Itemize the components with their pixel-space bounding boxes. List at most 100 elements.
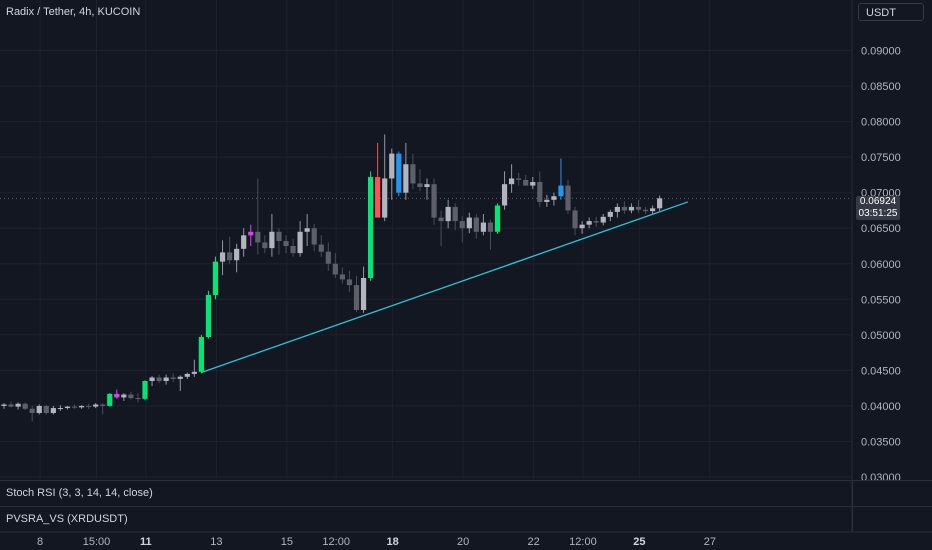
price-tick-label: 0.09000 (861, 46, 901, 58)
candle (459, 216, 465, 243)
candle (600, 214, 606, 226)
candle-body (558, 185, 564, 197)
candle-body (318, 244, 324, 252)
candle-body (149, 377, 155, 382)
candle (29, 405, 35, 422)
candle-body (473, 217, 479, 232)
symbol-title[interactable]: Radix / Tether, 4h, KUCOIN (6, 6, 141, 18)
candle (163, 374, 169, 385)
price-tick-label: 0.03000 (861, 472, 901, 484)
candle-body (163, 377, 169, 382)
candle (128, 391, 134, 400)
candle (480, 214, 486, 236)
price-axis[interactable]: 0.090000.085000.080000.075000.070000.065… (861, 46, 901, 484)
candle (255, 178, 261, 255)
time-tick-label: 13 (210, 536, 222, 548)
candle-body (368, 177, 374, 278)
candle (198, 334, 204, 374)
time-tick-label: 27 (704, 536, 716, 548)
candle (593, 216, 599, 227)
candle (325, 242, 331, 271)
pvsra-label[interactable]: PVSRA_VS (XRDUSDT) (6, 513, 128, 525)
candle-body (184, 373, 190, 377)
candle-body (593, 221, 599, 223)
candle (417, 169, 423, 192)
candle (114, 389, 120, 399)
candle-body (523, 179, 529, 186)
candle-body (396, 153, 402, 193)
candle-body (78, 405, 85, 408)
candle (93, 403, 99, 409)
candle-body (71, 406, 78, 408)
candle-body (128, 394, 134, 399)
candle-body (537, 182, 543, 202)
pvsra-axis (852, 506, 932, 532)
trendline (201, 201, 689, 374)
candle-body (29, 408, 35, 414)
candle-body (628, 206, 635, 211)
pvsra-pane[interactable]: PVSRA_VS (XRDUSDT) (0, 506, 852, 532)
candle (311, 223, 317, 251)
candle (431, 178, 437, 225)
candle (191, 359, 197, 377)
candle (121, 393, 127, 401)
candle (262, 235, 268, 254)
candle-body (234, 248, 240, 261)
stoch-rsi-label[interactable]: Stoch RSI (3, 3, 14, 14, close) (6, 487, 153, 499)
price-grid (0, 0, 932, 533)
currency-button[interactable]: USDT (858, 3, 924, 21)
candle (241, 228, 247, 257)
candle (516, 172, 522, 186)
candle (628, 203, 635, 214)
candle-body (431, 184, 437, 218)
candle-body (93, 404, 99, 407)
time-axis[interactable]: 8 15:00 11 13 15 12:00 18 20 22 12:00 25 27 (37, 536, 716, 548)
candle (43, 405, 49, 415)
candle-body (382, 178, 388, 218)
time-tick-label: 22 (527, 536, 539, 548)
candle (86, 403, 92, 409)
candle (269, 214, 275, 257)
candle-body (586, 221, 592, 225)
candle-body (417, 183, 423, 188)
candle (297, 221, 303, 257)
last-price-tag: 0.06924 03:51:25 (856, 196, 900, 220)
time-tick-label: 12:00 (569, 536, 597, 548)
candle-body (480, 222, 486, 232)
candle (551, 192, 557, 206)
candle-body (156, 377, 162, 382)
candle-body (635, 206, 642, 210)
candle-body (1, 404, 7, 406)
candle (50, 405, 56, 415)
time-tick-label: 15 (281, 536, 293, 548)
candle (635, 199, 642, 213)
candle (184, 372, 190, 379)
candle-body (43, 405, 49, 414)
candle-body (487, 222, 494, 232)
candle-body (332, 263, 338, 275)
candle-body (15, 403, 21, 407)
time-tick-label: 20 (457, 536, 469, 548)
candle-body (227, 252, 233, 261)
candle (149, 376, 155, 387)
candle-body (170, 377, 176, 379)
candle-body (650, 208, 656, 212)
candle-body (410, 164, 416, 184)
candle-body (255, 231, 261, 243)
candle (212, 256, 219, 300)
candle (473, 214, 479, 239)
candle (544, 194, 550, 207)
price-tick-label: 0.04000 (861, 401, 901, 413)
candle-body (50, 408, 56, 414)
candle (579, 221, 585, 234)
candle-body (459, 221, 465, 229)
candle (64, 405, 71, 410)
price-tick-label: 0.03500 (861, 436, 901, 448)
candle-body (248, 231, 254, 236)
candle (537, 171, 543, 207)
candle-body (22, 403, 28, 409)
stoch-rsi-pane[interactable]: Stoch RSI (3, 3, 14, 14, close) (0, 480, 852, 506)
time-tick-label: 18 (386, 536, 398, 548)
candle (438, 210, 444, 246)
